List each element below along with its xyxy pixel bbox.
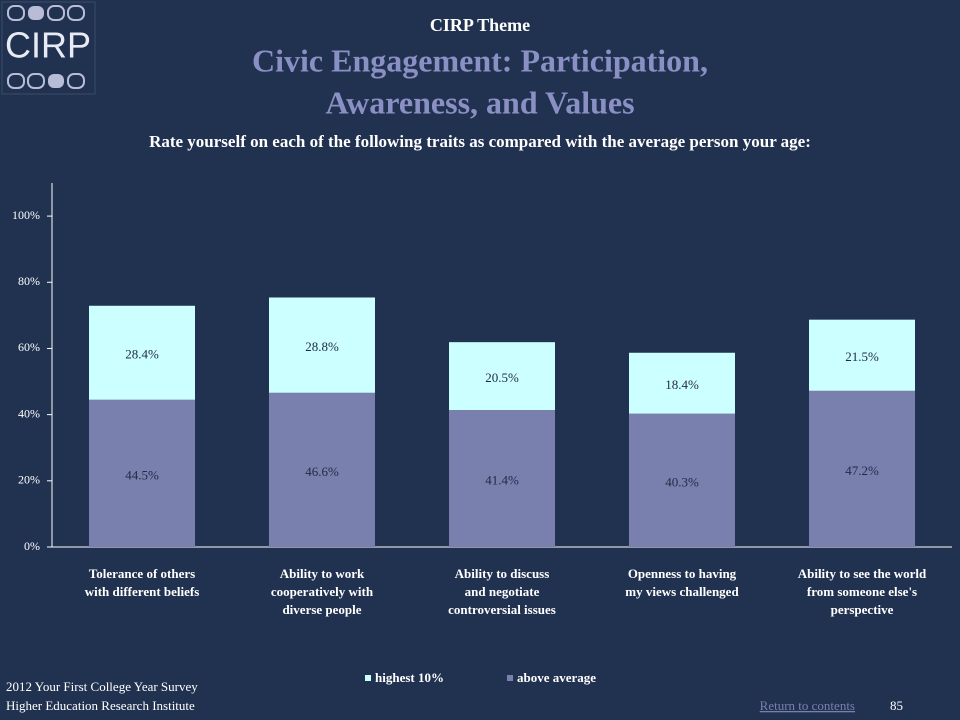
legend-swatch bbox=[365, 675, 371, 681]
bar-segment bbox=[89, 305, 195, 400]
logo-shape bbox=[27, 73, 45, 89]
y-tick-label: 100% bbox=[12, 208, 40, 222]
logo-shape bbox=[67, 5, 85, 21]
data-label: 41.4% bbox=[485, 472, 519, 487]
kicker: CIRP Theme bbox=[430, 15, 530, 35]
footer-text: Higher Education Research Institute bbox=[6, 698, 195, 713]
page-number: 85 bbox=[890, 698, 903, 713]
x-tick-label: Tolerance of others with different belief… bbox=[85, 566, 200, 599]
y-tick-label: 60% bbox=[18, 340, 40, 354]
logo-shape bbox=[7, 5, 25, 21]
logo-text: CIRP bbox=[5, 25, 91, 66]
x-tick-label: Ability to work cooperatively with diverse… bbox=[271, 566, 374, 617]
subtitle: Rate yourself on each of the following t… bbox=[149, 132, 811, 151]
x-tick-label: Ability to discuss and negotiate controver… bbox=[448, 566, 556, 617]
data-label: 28.4% bbox=[125, 347, 159, 362]
data-label: 40.3% bbox=[665, 474, 699, 489]
bar-segment bbox=[269, 392, 375, 547]
data-label: 47.2% bbox=[845, 463, 879, 478]
logo-shape bbox=[28, 6, 44, 20]
x-tick-label: Ability to see the world from someone els… bbox=[798, 566, 927, 617]
x-tick-label: Openness to having my views challenged bbox=[625, 566, 739, 599]
bar-segment bbox=[809, 390, 915, 547]
data-label: 18.4% bbox=[665, 377, 699, 392]
y-tick-label: 0% bbox=[24, 539, 40, 553]
logo: CIRP bbox=[1, 1, 96, 95]
bar-segment bbox=[449, 410, 555, 547]
data-label: 44.5% bbox=[125, 467, 159, 482]
title: Civic Engagement: Participation, bbox=[252, 42, 708, 78]
bar-segment bbox=[89, 399, 195, 547]
logo-shape bbox=[48, 74, 64, 88]
bar-segment bbox=[629, 352, 735, 414]
data-label: 20.5% bbox=[485, 370, 519, 385]
y-tick-label: 80% bbox=[18, 274, 40, 288]
data-label: 28.8% bbox=[305, 339, 339, 354]
y-tick-label: 20% bbox=[18, 473, 40, 487]
logo-shape bbox=[47, 5, 65, 21]
bar-segment bbox=[629, 413, 735, 547]
logo-shape bbox=[7, 73, 25, 89]
title: Awareness, and Values bbox=[325, 84, 634, 120]
bar-segment bbox=[809, 319, 915, 391]
data-label: 21.5% bbox=[845, 349, 879, 364]
y-tick-label: 40% bbox=[18, 406, 40, 420]
footer-text: 2012 Your First College Year Survey bbox=[6, 679, 198, 694]
legend-swatch bbox=[507, 675, 513, 681]
return-link[interactable]: Return to contents bbox=[760, 698, 855, 713]
legend-label: highest 10% bbox=[375, 670, 444, 685]
bar-segment bbox=[449, 342, 555, 411]
logo-shape bbox=[67, 73, 85, 89]
legend-label: above average bbox=[517, 670, 596, 685]
bar-segment bbox=[269, 297, 375, 393]
data-label: 46.6% bbox=[305, 464, 339, 479]
logo-frame bbox=[1, 1, 96, 95]
